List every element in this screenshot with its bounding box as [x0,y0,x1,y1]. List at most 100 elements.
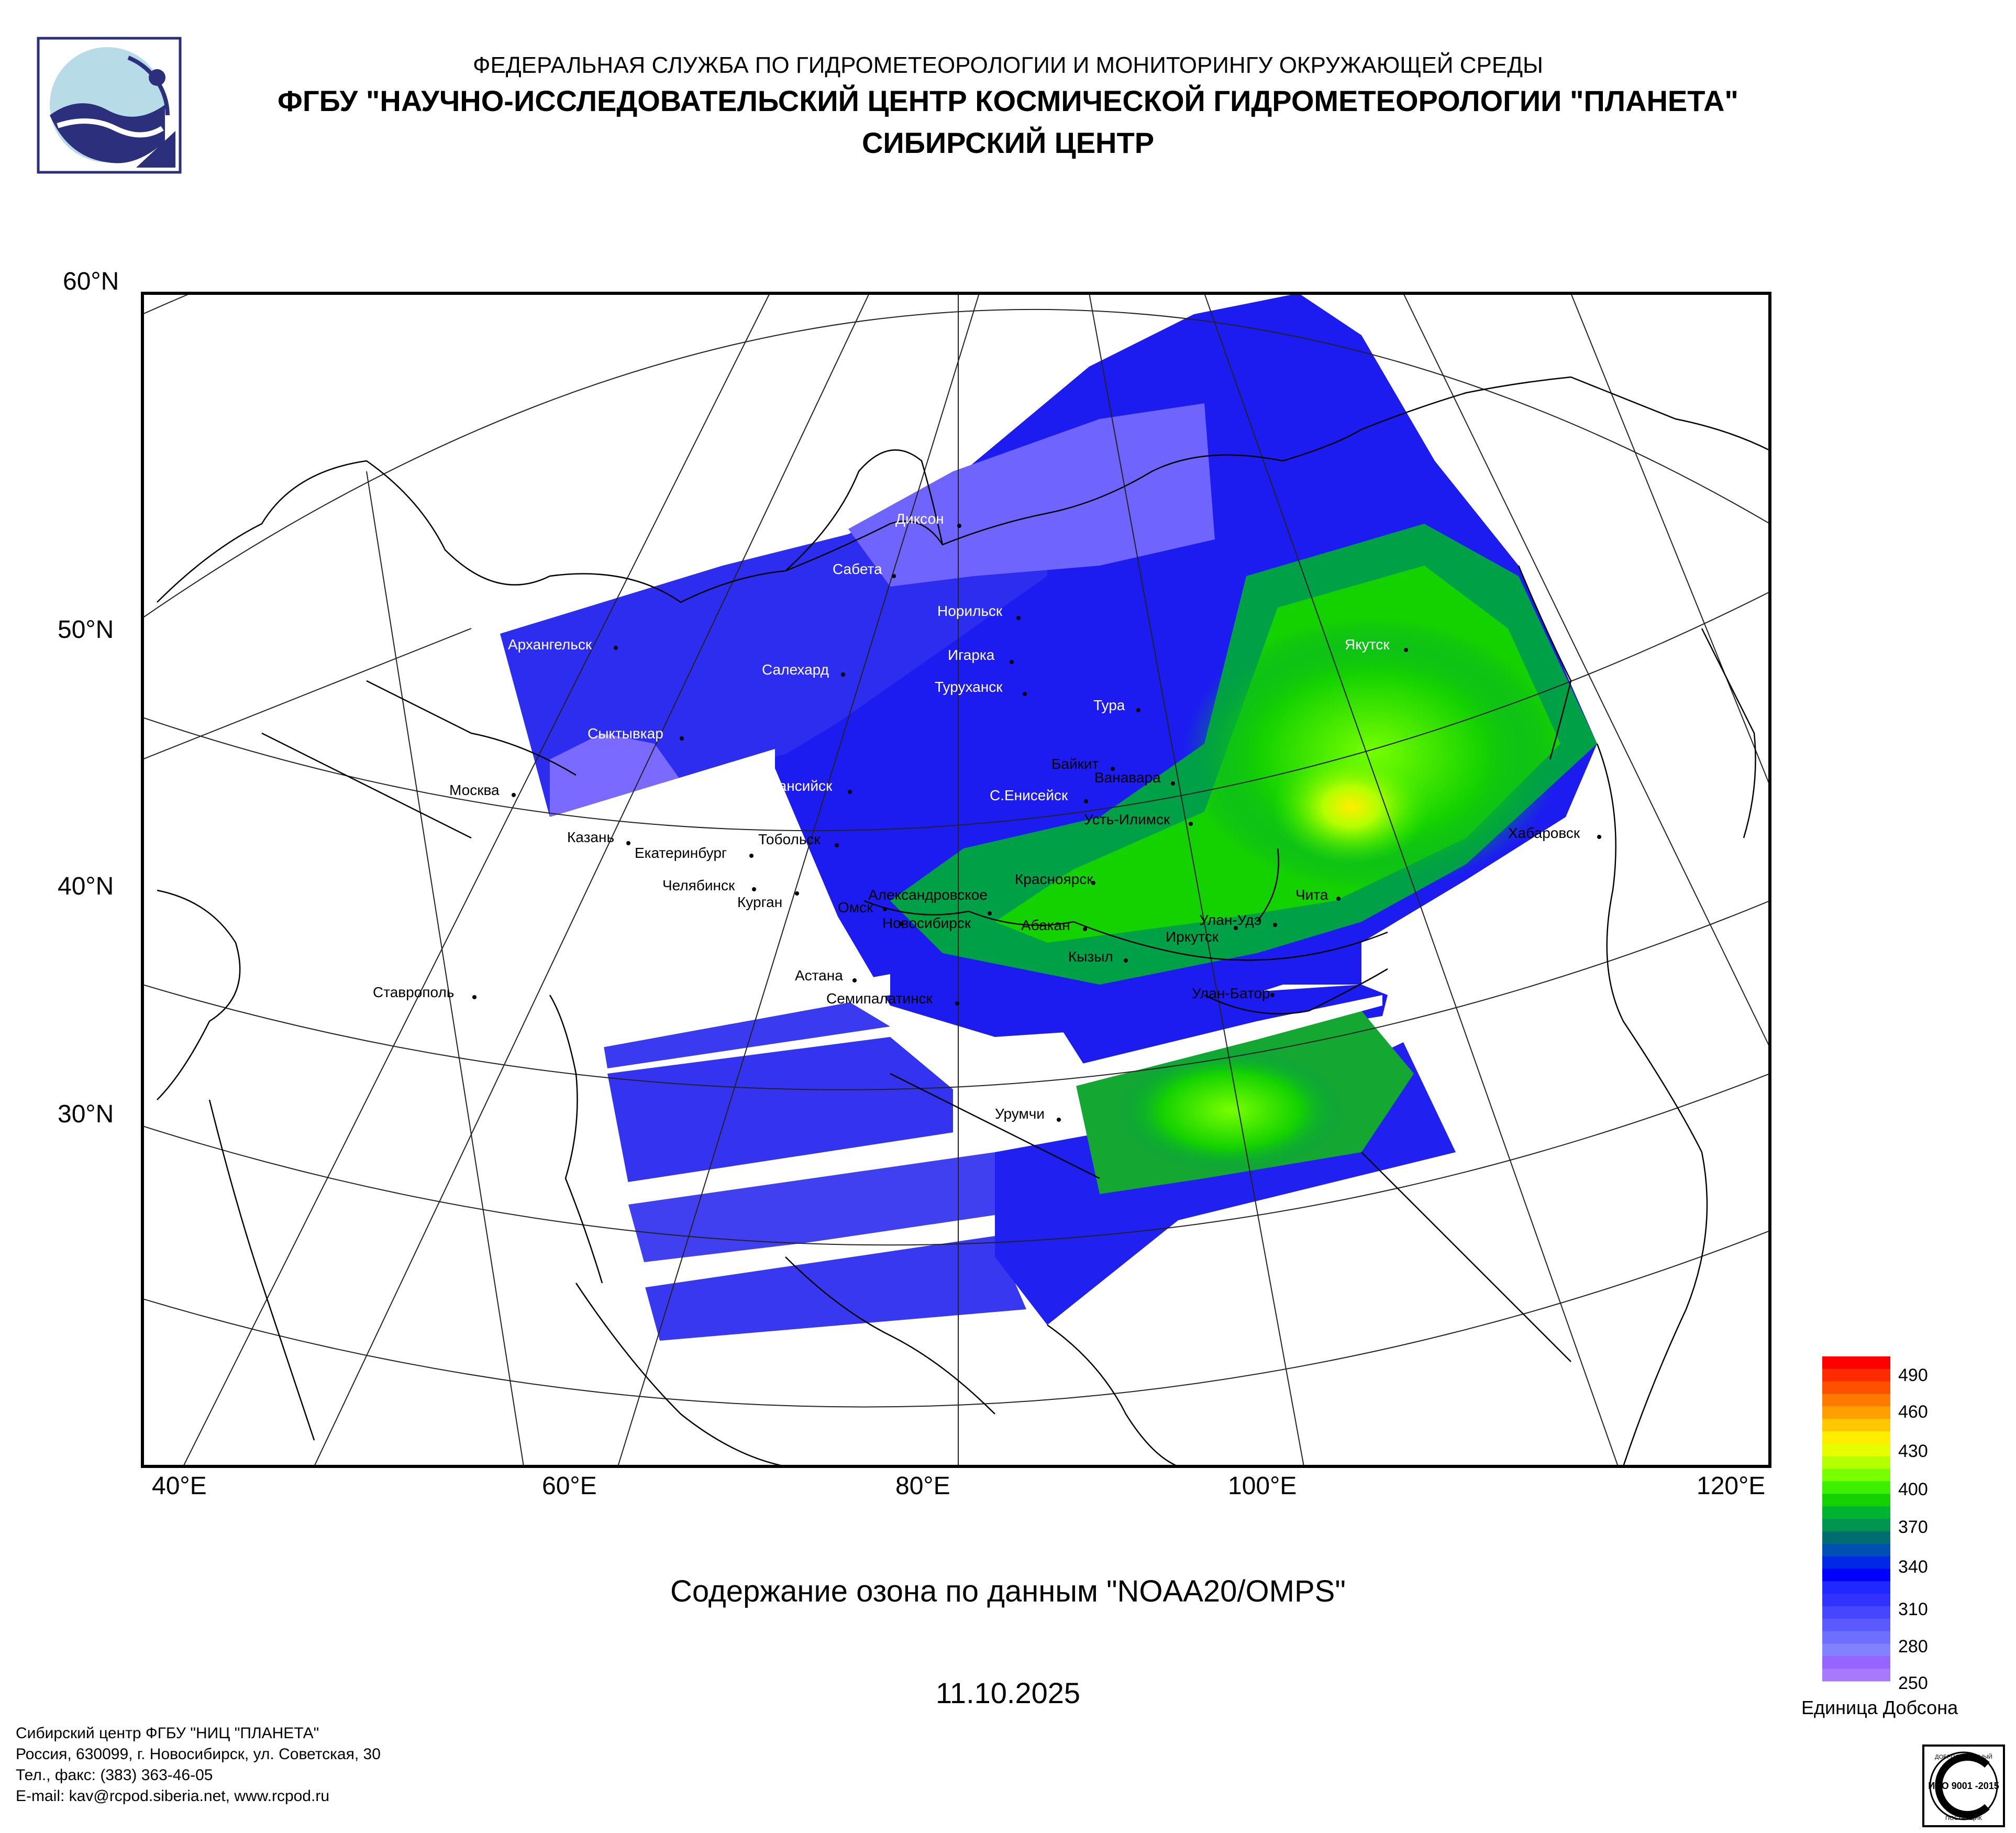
city-name: Туруханск [935,679,1003,695]
city-marker: Кызыл [1068,948,1128,965]
city-name: Екатеринбург [635,845,727,861]
city-name: Урумчи [995,1106,1045,1122]
map-area: Диксон Сабета Норильск Игарка Туруханск … [142,293,1770,1466]
city-marker: Челябинск [662,877,756,893]
city-name: Красноярск [1015,871,1093,887]
lat-label: 30°N [58,1100,114,1128]
legend-tick: 250 [1898,1673,1928,1693]
city-marker: Игарка [948,647,1014,664]
city-name: Салехард [762,661,829,678]
header-institute: ФГБУ "НАУЧНО-ИССЛЕДОВАТЕЛЬСКИЙ ЦЕНТР КОС… [278,84,1738,117]
legend-tick: 400 [1898,1479,1928,1499]
legend-swatch [1822,1581,1890,1594]
city-marker: Астана [795,967,857,984]
legend-swatch [1822,1643,1890,1657]
city-name: Ванавара [1094,769,1161,786]
planeta-logo-icon [37,37,182,174]
legend-swatches [1822,1356,1890,1682]
color-legend [1822,1356,1890,1682]
legend-tick: 460 [1898,1402,1928,1422]
legend-swatch [1822,1543,1890,1557]
city-marker: Семипалатинск [826,990,959,1007]
ozone-swaths [500,293,1597,1341]
legend-swatch [1822,1381,1890,1395]
legend-swatch [1822,1356,1890,1370]
city-marker: Байкит [1051,756,1115,772]
iso-certification-badge: ДОБРОСОВЕСТНЫЙ ИСО 9001 -2015 ПОСТАВЩИК [1922,1744,2005,1827]
city-marker: Казань [567,829,630,845]
city-marker: Красноярск [1015,871,1095,887]
map-frame [141,292,1771,1468]
city-marker: Иркутск [1166,926,1238,945]
city-name: Омск [838,899,873,915]
city-name: Казань [567,829,614,845]
legend-tick: 340 [1898,1557,1928,1577]
footer-address: Россия, 630099, г. Новосибирск, ул. Сове… [16,1746,381,1763]
legend-swatch [1822,1494,1890,1507]
city-marker: Ставрополь [373,984,477,1000]
city-marker: Х-Мансийск [751,778,852,794]
city-name: Хабаровск [1508,825,1580,841]
city-name: Тура [1093,697,1125,713]
city-name: Усть-Илимск [1084,811,1170,827]
city-name: Москва [449,782,500,798]
city-name: Ставрополь [373,984,454,1000]
lon-label: 120°E [1697,1472,1766,1500]
badge-bottom-text: ПОСТАВЩИК [1945,1815,1982,1821]
city-marker: Сыктывкар [588,725,684,742]
legend-swatch [1822,1606,1890,1619]
footer-contacts: Сибирский центр ФГБУ "НИЦ "ПЛАНЕТА" Росс… [16,1723,381,1807]
city-name: Сабета [833,561,882,577]
lon-label: 80°E [895,1472,950,1500]
legend-swatch [1822,1531,1890,1544]
lon-label: 60°E [542,1472,597,1500]
city-name: Александровское [868,887,988,903]
lon-label: 100°E [1228,1472,1297,1500]
city-marker: Усть-Илимск [1084,811,1193,827]
map-date: 11.10.2025 [935,1676,1081,1709]
legend-swatch [1822,1519,1890,1532]
city-name: Игарка [948,647,995,663]
legend-swatch [1822,1481,1890,1494]
footer-email: E-mail: kav@rcpod.siberia.net, www.rcpod… [16,1787,330,1805]
city-marker: Чита [1295,887,1341,903]
city-name: Семипалатинск [826,990,933,1007]
city-marker: Екатеринбург [635,845,754,861]
legend-swatch [1822,1506,1890,1519]
city-labels: Диксон Сабета Норильск Игарка Туруханск … [373,511,1601,1122]
city-marker: Якутск [1345,636,1408,653]
city-marker: Улан-Удэ [1199,912,1277,928]
legend-swatch [1822,1431,1890,1444]
city-name: Новосибирск [882,915,971,931]
legend-tick: 430 [1898,1441,1928,1461]
city-marker: Хабаровск [1508,825,1601,841]
city-name: Улан-Удэ [1199,912,1261,928]
badge-top-text: ДОБРОСОВЕСТНЫЙ [1935,1753,1992,1760]
city-marker: Александровское [868,887,992,915]
city-name: Чита [1295,887,1328,903]
city-marker: Сабета [833,561,896,578]
legend-tick: 370 [1898,1517,1928,1537]
city-marker: Диксон [895,511,961,528]
city-marker: Москва [449,782,516,798]
city-marker: Норильск [937,603,1021,620]
legend-swatch [1822,1456,1890,1470]
city-name: Архангельск [508,636,592,653]
legend-swatch [1822,1406,1890,1419]
legend-swatch [1822,1569,1890,1582]
city-marker: Новосибирск [882,915,971,931]
legend-swatch [1822,1443,1890,1457]
city-name: Х-Мансийск [751,778,833,794]
city-name: Улан-Батор [1192,985,1270,1001]
city-marker: Ванавара [1094,769,1175,786]
graticule [142,293,1770,1466]
legend-swatch [1822,1594,1890,1607]
city-marker: Тура [1093,697,1140,713]
legend-swatch [1822,1618,1890,1632]
lat-label: 50°N [58,616,114,644]
header-agency: ФЕДЕРАЛЬНАЯ СЛУЖБА ПО ГИДРОМЕТЕОРОЛОГИИ … [473,52,1543,78]
city-marker: Курган [737,891,799,910]
footer-org: Сибирский центр ФГБУ "НИЦ "ПЛАНЕТА" [16,1725,319,1742]
legend-swatch [1822,1368,1890,1382]
